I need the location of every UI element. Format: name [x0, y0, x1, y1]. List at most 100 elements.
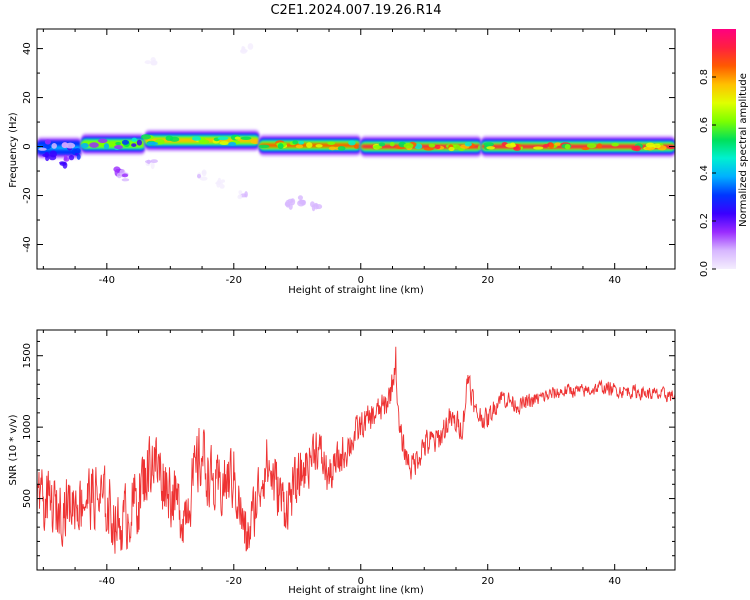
scatter-blob — [62, 161, 68, 169]
spectrogram-x-tick-label: 40 — [608, 275, 621, 286]
ridge-blob — [217, 136, 229, 141]
scatter-blob — [44, 151, 50, 158]
spectrogram-x-tick-label: -20 — [226, 275, 242, 286]
spectrogram-y-tick-label: 40 — [22, 42, 33, 55]
ridge-blob — [38, 147, 47, 151]
ridge-blob — [403, 142, 414, 149]
ridge-blob — [131, 137, 137, 142]
colorbar-ticks: 0.0 0.2 0.4 0.6 0.8 — [699, 69, 716, 277]
scatter-blob — [313, 204, 319, 210]
snr-y-ticks: 500 1000 1500 — [22, 340, 675, 571]
spectrogram-y-tick-label: -40 — [22, 236, 33, 252]
ridge-blob — [327, 141, 336, 146]
ridge-blob — [234, 136, 241, 140]
scatter-blob — [297, 195, 303, 201]
spectrogram-y-ticks: -40 -20 0 20 40 — [22, 42, 675, 270]
colorbar-tick-label: 0.0 — [699, 261, 710, 277]
spectrogram-x-ticks: -40 -20 0 20 40 — [42, 29, 647, 286]
snr-x-tick-label: 20 — [481, 576, 494, 587]
ridge-blob — [250, 139, 261, 144]
spectrogram-frame — [36, 28, 676, 270]
spectrogram-x-tick-label: 0 — [358, 275, 364, 286]
spectrogram-x-tick-label: -40 — [99, 275, 115, 286]
ridge-blob — [147, 141, 158, 146]
ridge-blob — [564, 144, 571, 150]
ridge-blob — [597, 143, 603, 149]
spectrogram-panel: -40 -20 0 20 40 -40 -20 0 20 40 Height of straig… — [8, 28, 676, 296]
snr-x-tick-label: -20 — [226, 576, 242, 587]
spectrogram-y-label: Frequency (Hz) — [8, 112, 19, 188]
snr-y-label: SNR (10 * v/v) — [8, 414, 19, 485]
scatter-blob — [121, 173, 129, 178]
scatter-blob — [76, 153, 81, 160]
scatter-blob — [150, 57, 156, 63]
snr-x-ticks: -40 -20 0 20 40 — [42, 330, 647, 587]
scatter-blob — [238, 190, 243, 195]
spectrogram-marks — [37, 43, 675, 212]
scatter-blob — [201, 170, 207, 175]
spectrogram-x-label: Height of straight line (km) — [288, 285, 424, 296]
scatter-blob — [199, 176, 208, 181]
ridge-blob — [121, 139, 130, 145]
ridge-blob — [667, 145, 675, 149]
ridge-blob — [543, 143, 550, 148]
snr-y-tick-label: 1500 — [22, 343, 33, 368]
snr-series-line — [37, 346, 675, 554]
scatter-blob — [299, 199, 306, 205]
ridge-blob — [219, 141, 229, 146]
ridge-blob — [548, 142, 555, 149]
snr-x-label: Height of straight line (km) — [288, 585, 424, 596]
ridge-blob — [631, 146, 639, 151]
ridge-blob — [97, 138, 108, 144]
snr-x-tick-label: 0 — [358, 576, 364, 587]
spectrogram-x-tick-label: 20 — [481, 275, 494, 286]
ridge-blob — [328, 146, 337, 151]
ridge-blob — [348, 140, 356, 146]
ridge-blob — [198, 139, 210, 145]
ridge-blob — [645, 142, 655, 148]
ridge-blob — [505, 143, 517, 148]
colorbar-label: Normalized spectral amplitude — [738, 73, 749, 227]
scatter-blob — [247, 43, 254, 50]
scatter-blob — [285, 199, 291, 208]
ridge-blob — [191, 136, 202, 141]
ridge-blob — [89, 142, 99, 148]
ridge-blob — [434, 144, 441, 150]
snr-panel: -40 -20 0 20 40 500 1000 1500 Height of straig… — [8, 329, 676, 596]
scatter-blob — [74, 147, 81, 154]
snr-x-tick-label: -40 — [99, 576, 115, 587]
scatter-blob — [238, 194, 242, 198]
snr-y-tick-label: 1000 — [22, 414, 33, 439]
ridge-blob — [315, 144, 323, 148]
scatter-blob — [116, 172, 122, 179]
ridge-blob — [306, 142, 313, 148]
ridge-blob — [389, 141, 395, 147]
snr-background — [37, 330, 675, 570]
scatter-blob — [150, 61, 156, 66]
ridge-blob — [653, 143, 661, 149]
ridge-blob — [372, 145, 383, 149]
ridge-blob — [428, 143, 436, 148]
ridge-blob — [165, 135, 174, 141]
ridge-blob — [103, 143, 110, 150]
scatter-blob — [197, 174, 202, 179]
ridge-blob — [258, 144, 270, 149]
ridge-blob — [378, 142, 386, 147]
ridge-band — [481, 144, 675, 149]
snr-marks — [37, 346, 675, 554]
ridge-blob — [44, 139, 51, 145]
scatter-blob — [144, 60, 152, 65]
ridge-blob — [277, 143, 284, 150]
colorbar-tick-label: 0.4 — [699, 165, 710, 181]
colorbar-tick-label: 0.2 — [699, 213, 710, 229]
ridge-blob — [298, 140, 305, 145]
ridge-blob — [51, 143, 57, 149]
scatter-blob — [150, 159, 158, 164]
ridge-blob — [61, 142, 69, 149]
colorbar-tick-label: 0.6 — [699, 117, 710, 133]
ridge-blob — [80, 143, 89, 149]
scatter-blob — [146, 159, 151, 165]
colorbar-tick-label: 0.8 — [699, 69, 710, 85]
ridge-blob — [611, 142, 619, 147]
